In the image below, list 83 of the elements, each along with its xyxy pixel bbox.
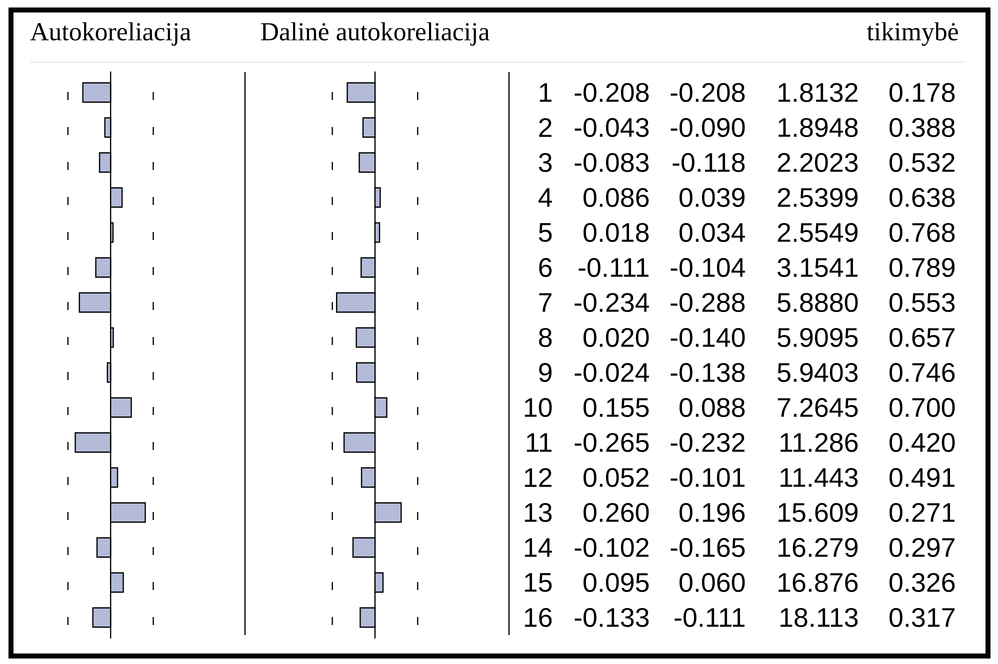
data-label: -0.133 bbox=[574, 608, 649, 628]
text: 11.286 bbox=[780, 432, 858, 452]
text: 0.297 bbox=[890, 538, 954, 558]
data-label: 0.039 bbox=[680, 188, 745, 208]
text: 2.5549 bbox=[778, 222, 858, 242]
chart-title: Dalinė autokoreliacija bbox=[261, 22, 490, 46]
data-label: -0.265 bbox=[574, 432, 649, 452]
data-label: 0.095 bbox=[584, 572, 649, 592]
text: 0.638 bbox=[890, 188, 955, 208]
text: 16.876 bbox=[778, 572, 858, 592]
text: 16.279 bbox=[778, 538, 858, 558]
data-label: -0.138 bbox=[670, 362, 745, 382]
y-tick-label: 4 bbox=[538, 188, 552, 207]
data-label: 0.086 bbox=[584, 188, 649, 208]
text: 0.317 bbox=[890, 608, 954, 628]
data-label: -0.101 bbox=[670, 468, 744, 488]
data-label: 0.018 bbox=[584, 222, 649, 242]
text: 3.1541 bbox=[778, 258, 858, 278]
y-tick-label: 10 bbox=[524, 398, 552, 418]
text: 2.2023 bbox=[778, 152, 858, 172]
text: 0.178 bbox=[890, 82, 955, 102]
text: 0.271 bbox=[890, 502, 955, 522]
y-tick-label: 15 bbox=[524, 573, 552, 592]
data-label: -0.140 bbox=[670, 328, 745, 348]
data-label: -0.111 bbox=[674, 608, 745, 628]
data-label: -0.043 bbox=[574, 118, 649, 138]
data-label: 0.088 bbox=[680, 398, 745, 418]
text: 15.609 bbox=[778, 502, 858, 522]
y-tick-label: 11 bbox=[526, 433, 552, 452]
data-label: -0.104 bbox=[670, 258, 746, 278]
text: 0.420 bbox=[890, 432, 955, 452]
text: 0.553 bbox=[890, 292, 955, 312]
data-label: -0.024 bbox=[574, 362, 650, 382]
data-label: -0.090 bbox=[670, 118, 745, 138]
y-tick-label: 16 bbox=[524, 608, 552, 628]
y-tick-label: 8 bbox=[539, 328, 552, 348]
text: 5.9403 bbox=[778, 362, 858, 382]
text: 0.326 bbox=[890, 572, 955, 592]
text: tikimybė bbox=[866, 22, 958, 46]
text: 0.388 bbox=[890, 118, 955, 138]
y-tick-label: 12 bbox=[524, 468, 552, 487]
text: 18.113 bbox=[780, 608, 858, 628]
text: 0.700 bbox=[890, 398, 955, 418]
text: 1.8948 bbox=[778, 118, 858, 138]
y-tick-label: 14 bbox=[524, 538, 552, 557]
text: 2.5399 bbox=[778, 188, 858, 208]
text: 7.2645 bbox=[778, 398, 858, 418]
y-tick-label: 2 bbox=[539, 118, 552, 137]
data-label: 0.155 bbox=[584, 398, 649, 418]
y-tick-label: 5 bbox=[538, 223, 552, 242]
text: 5.9095 bbox=[778, 328, 858, 348]
y-tick-label: 13 bbox=[524, 502, 552, 522]
text: 1.8132 bbox=[778, 82, 858, 102]
y-tick-label: 1 bbox=[540, 83, 552, 102]
text: 0.532 bbox=[890, 152, 954, 172]
data-label: 0.260 bbox=[584, 502, 649, 522]
text: 5.8880 bbox=[778, 292, 858, 312]
y-tick-label: 7 bbox=[539, 293, 552, 312]
y-tick-label: 3 bbox=[538, 152, 552, 172]
data-label: 0.196 bbox=[680, 502, 745, 522]
text: 0.657 bbox=[890, 328, 954, 348]
data-label: -0.118 bbox=[672, 152, 745, 172]
data-label: -0.234 bbox=[574, 292, 650, 312]
text: 11.443 bbox=[780, 468, 858, 488]
y-tick-label: 9 bbox=[539, 362, 552, 382]
data-label: -0.232 bbox=[670, 432, 744, 452]
chart-title: Autokoreliacija bbox=[30, 22, 191, 46]
data-label: -0.288 bbox=[670, 292, 745, 312]
text: 0.768 bbox=[890, 222, 955, 242]
data-label: 0.052 bbox=[584, 468, 648, 488]
data-label: -0.165 bbox=[670, 538, 745, 558]
data-label: 0.060 bbox=[680, 572, 745, 592]
data-label: -0.102 bbox=[574, 538, 648, 558]
data-label: -0.208 bbox=[574, 82, 649, 102]
data-label: 0.020 bbox=[584, 328, 649, 348]
text: 0.491 bbox=[890, 468, 955, 488]
data-label: -0.208 bbox=[670, 82, 745, 102]
text: 0.746 bbox=[890, 362, 955, 382]
data-label: 0.034 bbox=[680, 222, 746, 242]
text: 0.789 bbox=[890, 258, 955, 278]
data-label: -0.083 bbox=[574, 152, 649, 172]
data-label: -0.111 bbox=[578, 258, 649, 278]
y-tick-label: 6 bbox=[539, 258, 552, 278]
